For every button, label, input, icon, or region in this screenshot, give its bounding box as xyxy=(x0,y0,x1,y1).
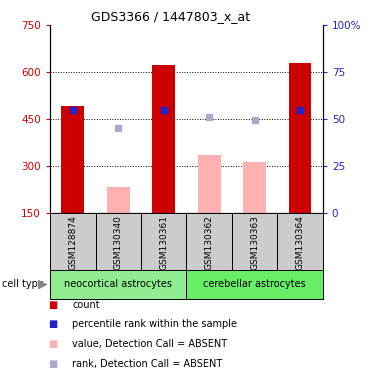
Bar xyxy=(278,213,323,270)
Bar xyxy=(198,155,220,213)
Text: GSM130361: GSM130361 xyxy=(159,215,168,270)
Text: count: count xyxy=(72,300,100,310)
Text: GSM130340: GSM130340 xyxy=(114,215,123,270)
Bar xyxy=(243,162,266,213)
Text: rank, Detection Call = ABSENT: rank, Detection Call = ABSENT xyxy=(72,359,223,369)
Text: GSM128874: GSM128874 xyxy=(68,215,77,270)
Bar xyxy=(107,187,129,213)
Text: ■: ■ xyxy=(48,359,58,369)
Bar xyxy=(187,270,323,299)
Text: ■: ■ xyxy=(48,339,58,349)
Bar xyxy=(141,213,187,270)
Bar xyxy=(62,106,84,213)
Text: GSM130364: GSM130364 xyxy=(296,215,305,270)
Text: percentile rank within the sample: percentile rank within the sample xyxy=(72,319,237,329)
Bar xyxy=(289,63,311,213)
Bar xyxy=(152,65,175,213)
Bar xyxy=(50,213,96,270)
Text: ▶: ▶ xyxy=(38,278,47,291)
Bar xyxy=(96,213,141,270)
Bar xyxy=(232,213,278,270)
Text: value, Detection Call = ABSENT: value, Detection Call = ABSENT xyxy=(72,339,227,349)
Bar xyxy=(187,213,232,270)
Text: ■: ■ xyxy=(48,319,58,329)
Text: neocortical astrocytes: neocortical astrocytes xyxy=(64,279,172,290)
Text: GDS3366 / 1447803_x_at: GDS3366 / 1447803_x_at xyxy=(91,10,250,23)
Bar xyxy=(50,270,187,299)
Text: cerebellar astrocytes: cerebellar astrocytes xyxy=(203,279,306,290)
Text: GSM130362: GSM130362 xyxy=(205,215,214,270)
Text: cell type: cell type xyxy=(2,279,44,290)
Text: GSM130363: GSM130363 xyxy=(250,215,259,270)
Text: ■: ■ xyxy=(48,300,58,310)
